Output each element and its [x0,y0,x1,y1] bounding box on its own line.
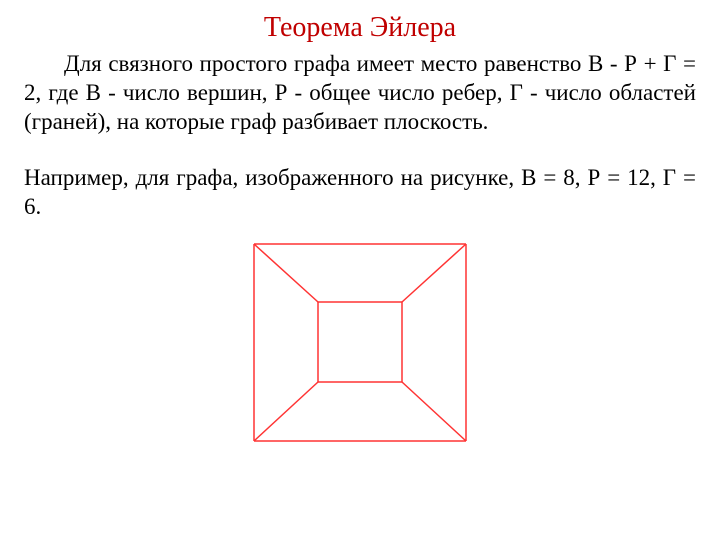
graph-diagram [250,240,470,445]
theorem-paragraph: Для связного простого графа имеет место … [24,50,696,136]
example-paragraph: Например, для графа, изображенного на ри… [24,164,696,222]
diagram-container [24,240,696,445]
page-title: Теорема Эйлера [24,12,696,44]
